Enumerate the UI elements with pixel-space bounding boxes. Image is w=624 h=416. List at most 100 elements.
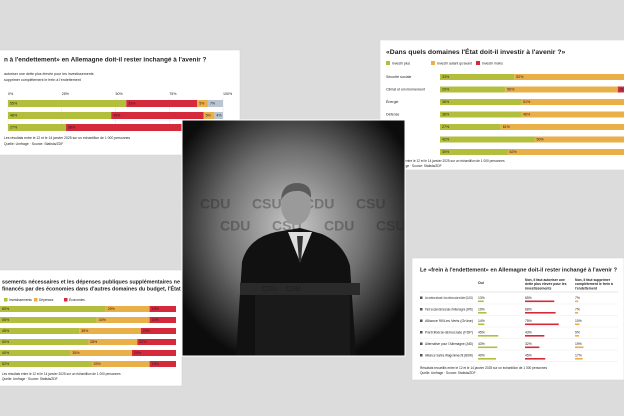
text: 10%: [575, 319, 582, 323]
text: 58%: [68, 125, 76, 129]
text: CDU: [304, 196, 334, 212]
text: Sécurité sociale: [386, 75, 411, 79]
bar-segment: [440, 136, 535, 143]
text: 40%: [2, 351, 10, 355]
bar-segment: [440, 74, 515, 80]
bar-segment: [197, 100, 208, 107]
bar-segment: [203, 112, 215, 119]
bar-segment: [505, 86, 618, 93]
column-header: Non, il faut supprimer complètement le fr…: [575, 278, 613, 290]
text: Union chrétienne-démocrate / Union chrét…: [425, 296, 473, 300]
text: 55%: [2, 318, 10, 322]
cell-bar: [525, 335, 545, 337]
text: CDU: [220, 218, 250, 234]
text: 29%: [442, 87, 450, 91]
bar-segment: [440, 111, 521, 118]
bar-segment: [137, 339, 176, 345]
text: CSU: [376, 218, 406, 234]
cell-bar: [525, 358, 546, 360]
text: Climat et environnement: [386, 87, 425, 91]
text: 50%: [116, 92, 124, 96]
bullet: [420, 308, 423, 311]
text: 20%: [143, 329, 151, 333]
bar-segment: [8, 112, 112, 119]
cell-bar: [575, 358, 583, 360]
text: 60%: [2, 307, 10, 311]
text: 27%: [442, 125, 450, 129]
text: 62%: [510, 150, 518, 154]
bar-segment: [507, 149, 624, 155]
text: 25%: [134, 351, 142, 355]
bar-segment: [149, 317, 176, 323]
text: CSU: [356, 196, 386, 212]
bar-segment: [149, 306, 176, 312]
column-header: Non, il faut autoriser une dette plus éle…: [525, 278, 567, 290]
bar-segment: [440, 124, 501, 130]
text: Investissements: [9, 298, 32, 302]
head: [281, 185, 311, 225]
bar-segment: [440, 149, 508, 155]
bullet: [420, 342, 423, 345]
text: 30%: [442, 150, 450, 154]
text: Économies: [69, 297, 85, 302]
text: 0%: [8, 92, 14, 96]
cell-bar: [575, 323, 580, 326]
text: 52%: [516, 75, 524, 79]
text: 50%: [507, 87, 515, 91]
cell-bar: [478, 358, 496, 360]
text: 25%: [108, 307, 116, 311]
bar-segment: [111, 112, 204, 119]
podium-front: [255, 295, 350, 356]
bar-segment: [207, 100, 223, 107]
text: 55%: [10, 101, 18, 105]
text: 45%: [525, 353, 532, 357]
cell-bar: [575, 312, 579, 314]
bar-segment: [8, 124, 67, 131]
cell-bar: [525, 346, 540, 349]
text: 15%: [152, 318, 160, 322]
text: 27%: [10, 125, 18, 129]
card-group: «Dans quels domaines l'État doit-il inve…: [380, 40, 624, 170]
text: CSU: [286, 286, 301, 293]
text: ssements nécessaires et les dépenses pub…: [2, 279, 180, 285]
bar-segment: [534, 136, 624, 143]
text: CDU: [324, 218, 354, 234]
text: 5%: [206, 113, 212, 117]
text: Investir autant qu'avant: [437, 61, 472, 65]
text: 7%: [575, 307, 580, 311]
text: 19%: [575, 342, 582, 346]
text: 25%: [62, 92, 70, 96]
bar-segment: [105, 306, 150, 312]
text: 15%: [152, 362, 160, 366]
text: autoriser une dette plus élevée pour les…: [4, 72, 94, 76]
cell-bar: [478, 346, 498, 349]
text: 50%: [537, 137, 545, 141]
cell-bar: [478, 300, 484, 303]
bar-segment: [91, 361, 150, 367]
text: 42%: [442, 137, 450, 141]
text: Alliance Sahra Wagenknecht (BSW): [425, 353, 473, 357]
text: 32%: [525, 342, 532, 346]
text: 48%: [10, 113, 18, 117]
bar-segment: [70, 350, 132, 356]
text: 46%: [523, 112, 531, 116]
card: [411, 257, 624, 381]
text: Alliance 90/Les Verts (Grüne): [425, 319, 473, 323]
podium: [240, 283, 360, 295]
text: 65%: [525, 296, 532, 300]
text: 100%: [223, 92, 233, 96]
text: 68%: [525, 307, 532, 311]
bar-segment: [66, 124, 191, 131]
text: 9%: [575, 330, 580, 334]
text: 28%: [90, 340, 98, 344]
bar-segment: [0, 350, 71, 356]
text: 19%: [478, 307, 485, 311]
legend-swatch: [386, 61, 390, 65]
bar-segment: [0, 339, 88, 345]
text: Alternative pour l'Allemagne (AfD): [425, 342, 473, 346]
text: Défense: [386, 112, 399, 116]
text: Quelle: Umfrage · Source: Statista/ZDF: [4, 142, 63, 146]
cell-bar: [575, 300, 579, 303]
bar-segment: [96, 317, 150, 323]
